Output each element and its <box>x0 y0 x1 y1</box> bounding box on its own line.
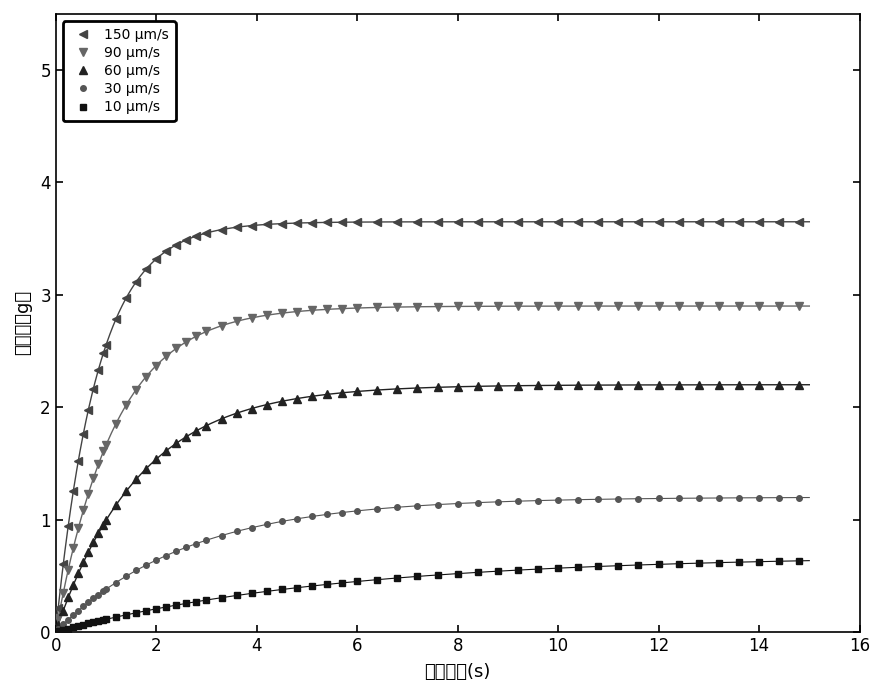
Line: 150 μm/s: 150 μm/s <box>54 218 804 612</box>
30 μm/s <box>53 626 64 634</box>
10 μm/s <box>352 578 362 586</box>
90 μm/s <box>552 302 563 310</box>
90 μm/s <box>53 614 64 623</box>
90 μm/s <box>372 303 383 311</box>
10 μm/s <box>53 627 64 635</box>
90 μm/s <box>352 304 362 312</box>
10 μm/s <box>674 559 684 568</box>
10 μm/s <box>372 575 383 584</box>
X-axis label: 牵引时间(s): 牵引时间(s) <box>424 663 491 681</box>
30 μm/s <box>552 496 563 505</box>
Line: 30 μm/s: 30 μm/s <box>56 495 802 632</box>
10 μm/s <box>141 607 151 615</box>
150 μm/s <box>674 218 684 226</box>
10 μm/s <box>552 564 563 572</box>
150 μm/s <box>794 218 804 226</box>
150 μm/s <box>141 265 151 273</box>
30 μm/s <box>352 507 362 515</box>
60 μm/s <box>53 621 64 629</box>
150 μm/s <box>552 218 563 226</box>
Line: 60 μm/s: 60 μm/s <box>54 381 804 629</box>
90 μm/s <box>674 302 684 310</box>
Legend: 150 μm/s, 90 μm/s, 60 μm/s, 30 μm/s, 10 μm/s: 150 μm/s, 90 μm/s, 60 μm/s, 30 μm/s, 10 … <box>63 21 176 122</box>
90 μm/s <box>794 302 804 310</box>
Line: 10 μm/s: 10 μm/s <box>56 558 802 634</box>
30 μm/s <box>794 493 804 502</box>
Line: 90 μm/s: 90 μm/s <box>54 302 804 623</box>
60 μm/s <box>352 387 362 395</box>
60 μm/s <box>794 381 804 389</box>
150 μm/s <box>372 218 383 226</box>
90 μm/s <box>412 302 423 311</box>
150 μm/s <box>412 218 423 226</box>
90 μm/s <box>141 373 151 381</box>
10 μm/s <box>412 572 423 580</box>
60 μm/s <box>552 381 563 389</box>
30 μm/s <box>674 494 684 502</box>
30 μm/s <box>141 561 151 569</box>
60 μm/s <box>141 464 151 473</box>
150 μm/s <box>352 218 362 227</box>
60 μm/s <box>372 386 383 394</box>
150 μm/s <box>53 604 64 612</box>
60 μm/s <box>412 384 423 392</box>
10 μm/s <box>794 557 804 565</box>
30 μm/s <box>412 502 423 510</box>
Y-axis label: 牵引力（g）: 牵引力（g） <box>14 291 32 355</box>
60 μm/s <box>674 381 684 389</box>
30 μm/s <box>372 505 383 513</box>
